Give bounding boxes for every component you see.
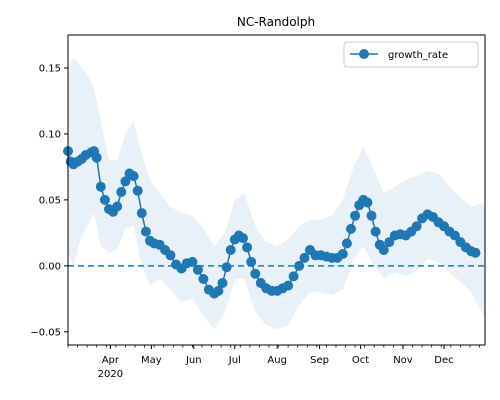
x-tick-label: Nov xyxy=(393,355,413,366)
growth-rate-point xyxy=(136,208,147,219)
plot-frame xyxy=(67,34,486,346)
y-tick-label: 0.10 xyxy=(39,129,61,140)
growth-rate-point xyxy=(411,221,422,232)
growth-rate-point xyxy=(140,226,151,237)
x-tick-label: Oct xyxy=(352,355,369,366)
growth-rate-point xyxy=(341,238,352,249)
legend-label: growth_rate xyxy=(388,50,448,61)
y-tick-label: −0.05 xyxy=(30,327,61,338)
x-tick-label: Jul xyxy=(228,355,241,366)
growth-rate-point xyxy=(378,245,389,255)
growth-rate-point xyxy=(346,223,356,234)
growth-rate-point xyxy=(213,285,224,296)
growth-rate-point xyxy=(91,152,102,163)
y-axis: −0.05 0.00 0.05 0.10 0.15 xyxy=(30,63,68,338)
growth-rate-point xyxy=(217,278,228,288)
series-layer xyxy=(63,146,481,299)
legend: growth_rate xyxy=(343,41,479,68)
growth-rate-point xyxy=(470,247,481,258)
growth-rate-point xyxy=(187,256,198,267)
x-tick-label: Jun xyxy=(185,355,202,366)
x-tick-label: Apr xyxy=(102,355,120,366)
x-tick-label: Aug xyxy=(267,355,287,366)
growth-rate-point xyxy=(221,262,232,273)
growth-rate-point xyxy=(198,274,209,284)
growth-rate-point xyxy=(238,233,248,244)
growth-rate-point xyxy=(192,264,203,275)
growth-rate-point xyxy=(112,201,123,212)
growth-rate-point xyxy=(120,176,131,187)
growth-rate-point xyxy=(288,271,299,282)
growth-rate-point xyxy=(242,242,253,253)
growth-rate-point xyxy=(250,268,261,279)
growth-rate-point xyxy=(362,197,373,208)
legend-marker xyxy=(359,49,369,59)
growth-rate-point xyxy=(225,245,236,255)
growth-rate-point xyxy=(283,280,294,291)
y-tick-label: 0.05 xyxy=(39,195,61,206)
x-axis: Apr 2020 May Jun Jul Aug Sep Oct Nov Dec xyxy=(67,345,480,380)
growth-rate-point xyxy=(384,237,395,248)
growth-rate-point xyxy=(128,171,139,182)
growth-rate-point xyxy=(116,187,127,197)
growth-rate-point xyxy=(99,194,110,205)
x-tick-label: Dec xyxy=(434,355,453,366)
x-tick-label: Sep xyxy=(310,355,329,366)
y-tick-label: 0.00 xyxy=(39,261,61,272)
growth-rate-point xyxy=(165,250,176,261)
growth-rate-point xyxy=(95,181,106,192)
growth-rate-point xyxy=(132,185,143,196)
chart-title: NC-Randolph xyxy=(237,15,315,29)
growth-rate-point xyxy=(246,256,257,267)
growth-rate-point xyxy=(299,252,310,263)
growth-rate-point xyxy=(449,230,460,241)
legend-box xyxy=(343,41,479,68)
growth-rate-point xyxy=(370,226,381,237)
growth-rate-point xyxy=(366,210,377,221)
growth-rate-point xyxy=(350,210,361,221)
x-year-label: 2020 xyxy=(98,369,123,380)
growth-rate-point xyxy=(294,260,305,271)
y-tick-label: 0.15 xyxy=(39,63,61,74)
x-tick-label: May xyxy=(141,355,162,366)
growth-rate-point xyxy=(337,249,348,259)
